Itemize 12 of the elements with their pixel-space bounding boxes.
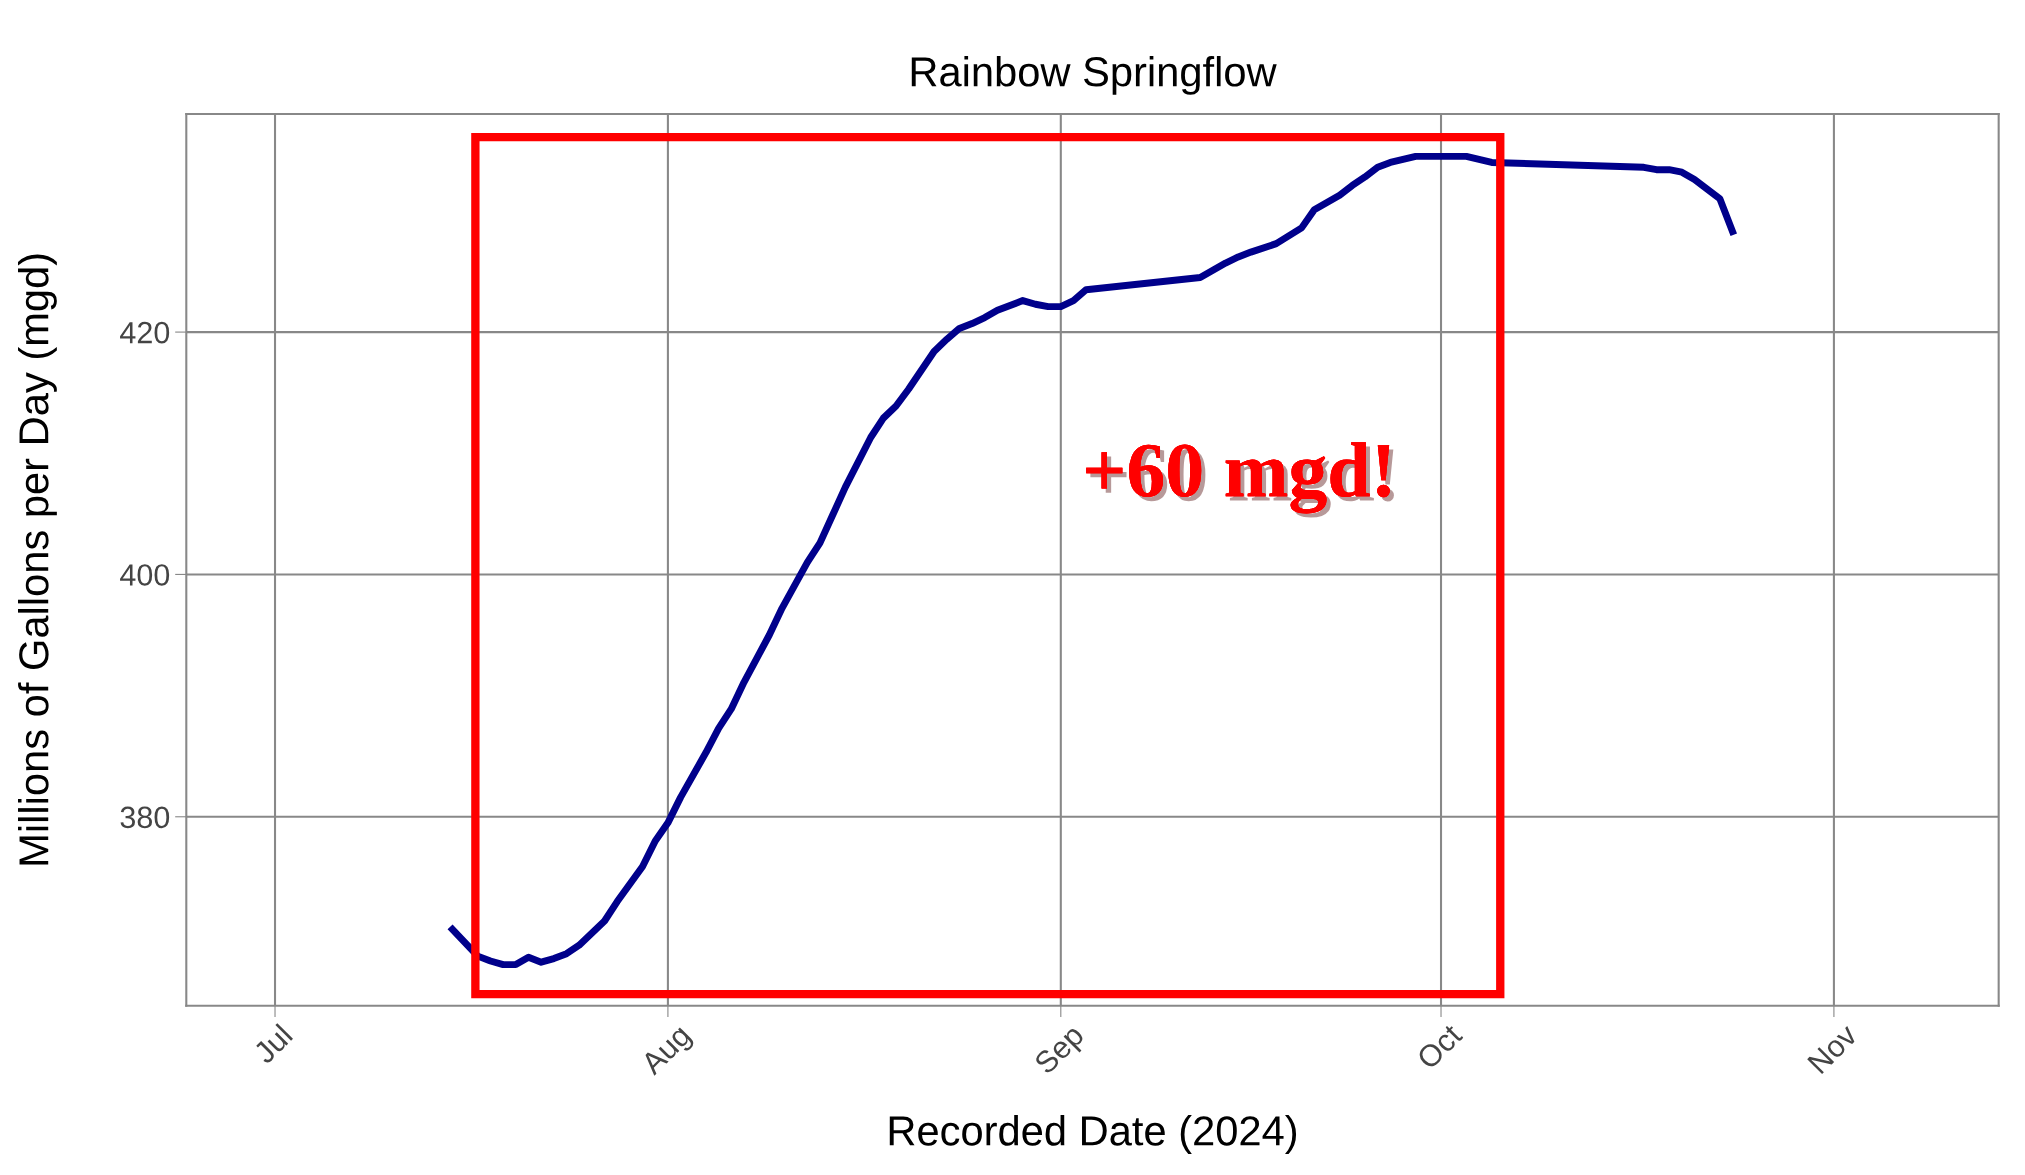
y-tick-label: 400 — [120, 564, 170, 586]
y-axis-title: Millions of Gallons per Day (mgd) — [18, 254, 57, 865]
x-tick-label: Sep — [1033, 1023, 1090, 1080]
x-tick-label: Nov — [1807, 1022, 1859, 1075]
x-tick-label: Jul — [251, 1023, 294, 1065]
x-axis-title: Recorded Date (2024) — [889, 1115, 1297, 1154]
chart-title: Rainbow Springflow — [911, 56, 1277, 95]
x-tick-label: Aug — [639, 1023, 696, 1081]
x-tick-label: Oct — [1415, 1022, 1464, 1071]
y-tick-label: 380 — [120, 806, 170, 829]
y-tick-label: 420 — [120, 321, 170, 344]
annotation: +60 mgd! — [1086, 442, 1394, 518]
